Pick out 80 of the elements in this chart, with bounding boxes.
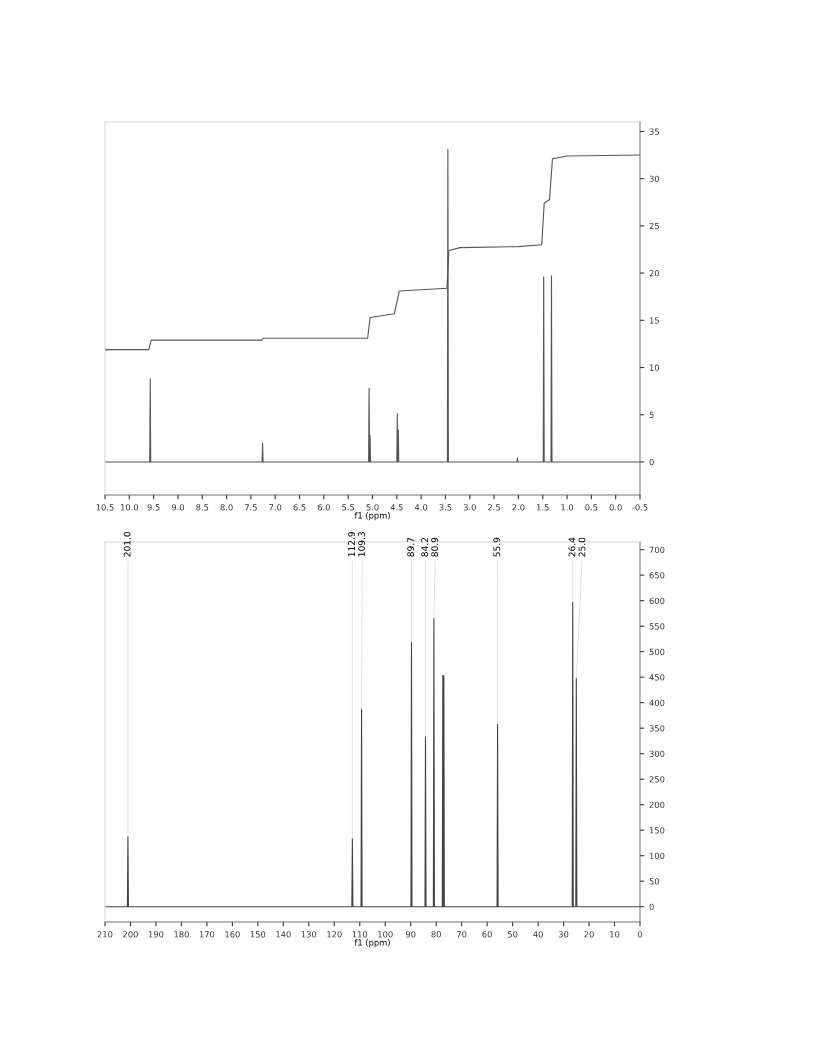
x-tick-label: 150 xyxy=(250,931,266,938)
y-tick-label: 25 xyxy=(649,222,659,230)
x-tick-label: 10.0 xyxy=(120,504,139,511)
annotation: 89.7 xyxy=(407,537,415,557)
x-tick-label: -0.5 xyxy=(632,504,648,511)
x-tick-label: 2.5 xyxy=(488,504,500,511)
x-tick-label: 5.0 xyxy=(366,504,379,511)
x-tick-label: 90 xyxy=(405,931,416,938)
x-tick-label: 6.0 xyxy=(317,504,330,511)
x-tick-label: 140 xyxy=(276,931,291,938)
x-tick-label: 1.0 xyxy=(561,504,574,511)
x-axis-title: f1 (ppm) xyxy=(354,939,390,948)
x-tick-label: 100 xyxy=(378,931,393,938)
y-tick-label: 5 xyxy=(649,411,654,419)
y-tick-label: 50 xyxy=(649,878,660,885)
x-tick-label: 50 xyxy=(507,931,518,938)
annotation: 80.9 xyxy=(431,537,439,557)
y-tick-label: 35 xyxy=(649,128,659,135)
x-tick-label: 7.5 xyxy=(244,504,257,511)
x-tick-label: 0.0 xyxy=(609,504,622,511)
x-tick-label: 9.0 xyxy=(171,504,185,511)
x-tick-label: 200 xyxy=(123,931,138,938)
annotation: 26.4 xyxy=(568,537,576,557)
x-tick-label: 160 xyxy=(225,931,240,938)
x-tick-label: 5.5 xyxy=(342,504,355,511)
x-tick-label: 0.5 xyxy=(585,504,598,511)
y-tick-label: 100 xyxy=(649,852,665,859)
x-tick-label: 1.5 xyxy=(537,504,549,511)
x-axis-title: f1 (ppm) xyxy=(354,512,390,521)
x-tick-label: 9.5 xyxy=(147,504,160,511)
annotation: 112.9 xyxy=(348,531,355,557)
x-tick-label: 30 xyxy=(558,931,569,938)
y-tick-label: 550 xyxy=(649,623,665,630)
x-tick-label: 10.5 xyxy=(96,504,114,511)
x-tick-label: 3.0 xyxy=(463,504,476,511)
x-tick-label: 10 xyxy=(610,931,620,938)
x-tick-label: 6.5 xyxy=(293,504,306,511)
y-tick-label: 200 xyxy=(649,801,665,808)
y-tick-label: 250 xyxy=(649,776,665,783)
x-tick-label: 8.5 xyxy=(196,504,209,511)
x-tick-label: 3.5 xyxy=(439,504,452,511)
x-tick-label: 70 xyxy=(457,931,467,938)
y-tick-label: 15 xyxy=(649,317,659,324)
x-tick-label: 20 xyxy=(584,931,594,938)
y-tick-label: 500 xyxy=(649,648,665,655)
x-tick-label: 7.0 xyxy=(269,504,282,511)
y-tick-label: 300 xyxy=(649,750,665,757)
annotation: 84.2 xyxy=(421,538,429,557)
y-tick-label: 350 xyxy=(649,725,665,732)
x-tick-label: 80 xyxy=(431,931,441,938)
line-series xyxy=(105,601,640,908)
x-tick-label: 130 xyxy=(301,931,317,938)
x-tick-label: 2.0 xyxy=(512,504,525,511)
x-tick-label: 0 xyxy=(637,931,643,938)
x-tick-label: 190 xyxy=(148,931,164,938)
x-tick-label: 120 xyxy=(327,931,342,938)
annotation: 201.0 xyxy=(123,531,131,557)
annotation: 25.0 xyxy=(578,537,586,557)
y-tick-label: 0 xyxy=(649,903,654,910)
x-tick-label: 110 xyxy=(352,931,368,938)
x-tick-label: 4.5 xyxy=(390,504,403,511)
y-tick-label: 600 xyxy=(649,597,665,604)
x-tick-label: 60 xyxy=(482,931,492,938)
y-tick-label: 30 xyxy=(649,175,660,182)
x-tick-label: 180 xyxy=(174,931,189,938)
x-tick-label: 4.0 xyxy=(414,504,428,511)
x-tick-label: 40 xyxy=(533,931,543,938)
annotation: 55.9 xyxy=(493,537,501,557)
x-tick-label: 170 xyxy=(199,931,215,938)
y-tick-label: 700 xyxy=(649,546,665,553)
x-tick-label: 8.0 xyxy=(220,504,233,511)
x-tick-label: 210 xyxy=(97,931,113,938)
y-tick-label: 400 xyxy=(649,699,665,706)
y-tick-label: 650 xyxy=(649,572,665,579)
y-tick-label: 450 xyxy=(649,674,665,681)
y-tick-label: 10 xyxy=(649,364,660,371)
annotation: 109.3 xyxy=(358,532,365,557)
y-tick-label: 150 xyxy=(649,827,665,834)
y-tick-label: 20 xyxy=(649,270,660,277)
y-tick-label: 0 xyxy=(649,458,654,466)
